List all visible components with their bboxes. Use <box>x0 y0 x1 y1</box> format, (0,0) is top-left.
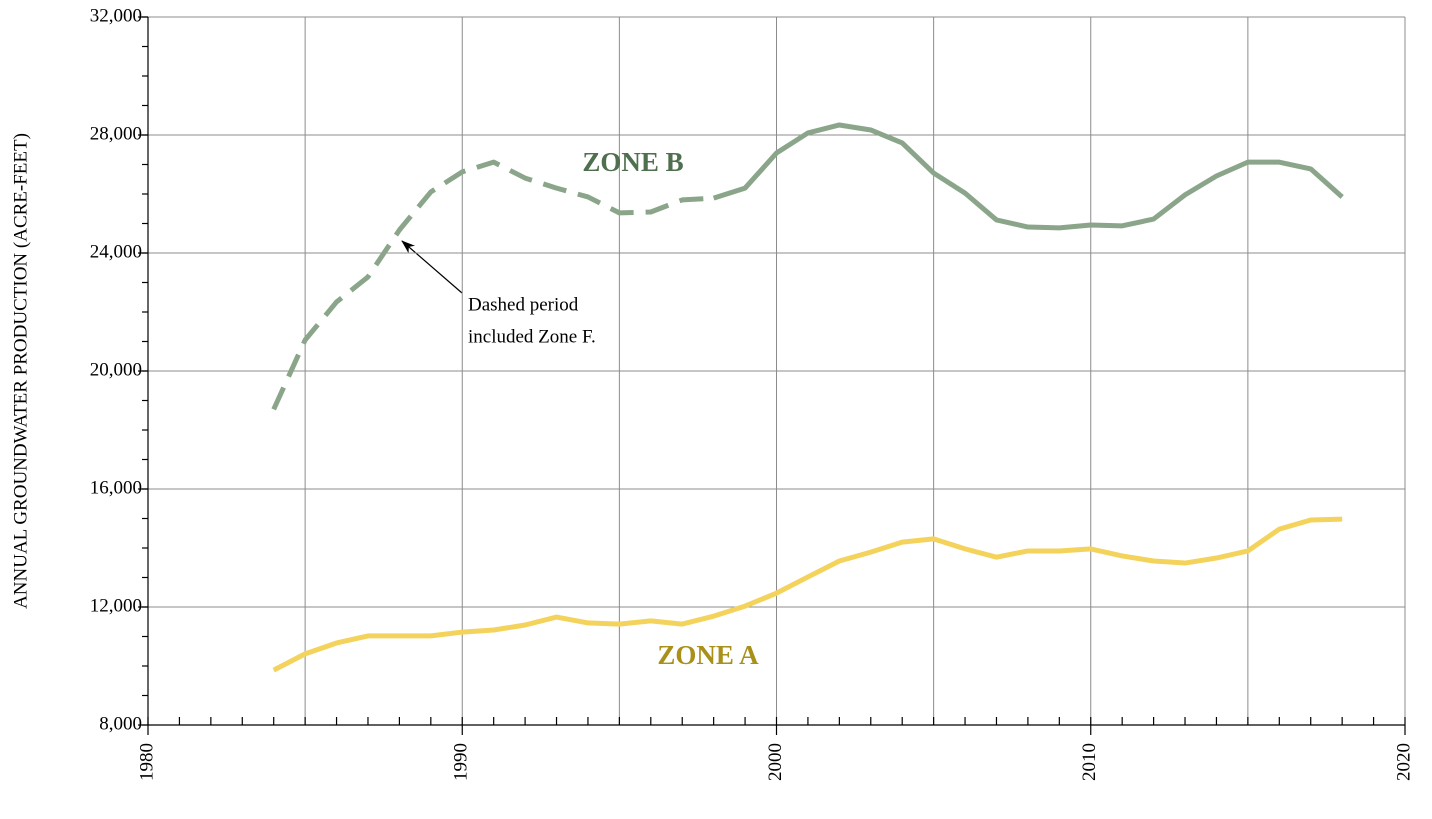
series-label: ZONE B <box>582 147 683 177</box>
y-axis-label: ANNUAL GROUNDWATER PRODUCTION (ACRE-FEET… <box>10 133 31 609</box>
series-label: ZONE A <box>657 640 759 670</box>
x-tick-label: 2010 <box>1079 743 1100 781</box>
x-tick-label: 2020 <box>1393 743 1414 781</box>
y-tick-label: 16,000 <box>90 477 142 498</box>
y-tick-label: 32,000 <box>90 5 142 26</box>
y-tick-label: 24,000 <box>90 241 142 262</box>
annotation-arrow <box>401 240 463 294</box>
x-tick-label: 1990 <box>451 743 472 781</box>
line <box>272 516 1343 673</box>
y-tick-label: 28,000 <box>90 123 142 144</box>
y-tick-label: 8,000 <box>99 713 142 734</box>
annotation: Dashed period <box>468 294 579 315</box>
x-tick-label: 1980 <box>136 743 157 781</box>
line <box>712 122 1344 231</box>
y-tick-label: 20,000 <box>90 359 142 380</box>
x-tick-label: 2000 <box>765 743 786 781</box>
annotation: included Zone F. <box>468 326 596 347</box>
y-tick-label: 12,000 <box>90 595 142 616</box>
line <box>271 159 714 411</box>
